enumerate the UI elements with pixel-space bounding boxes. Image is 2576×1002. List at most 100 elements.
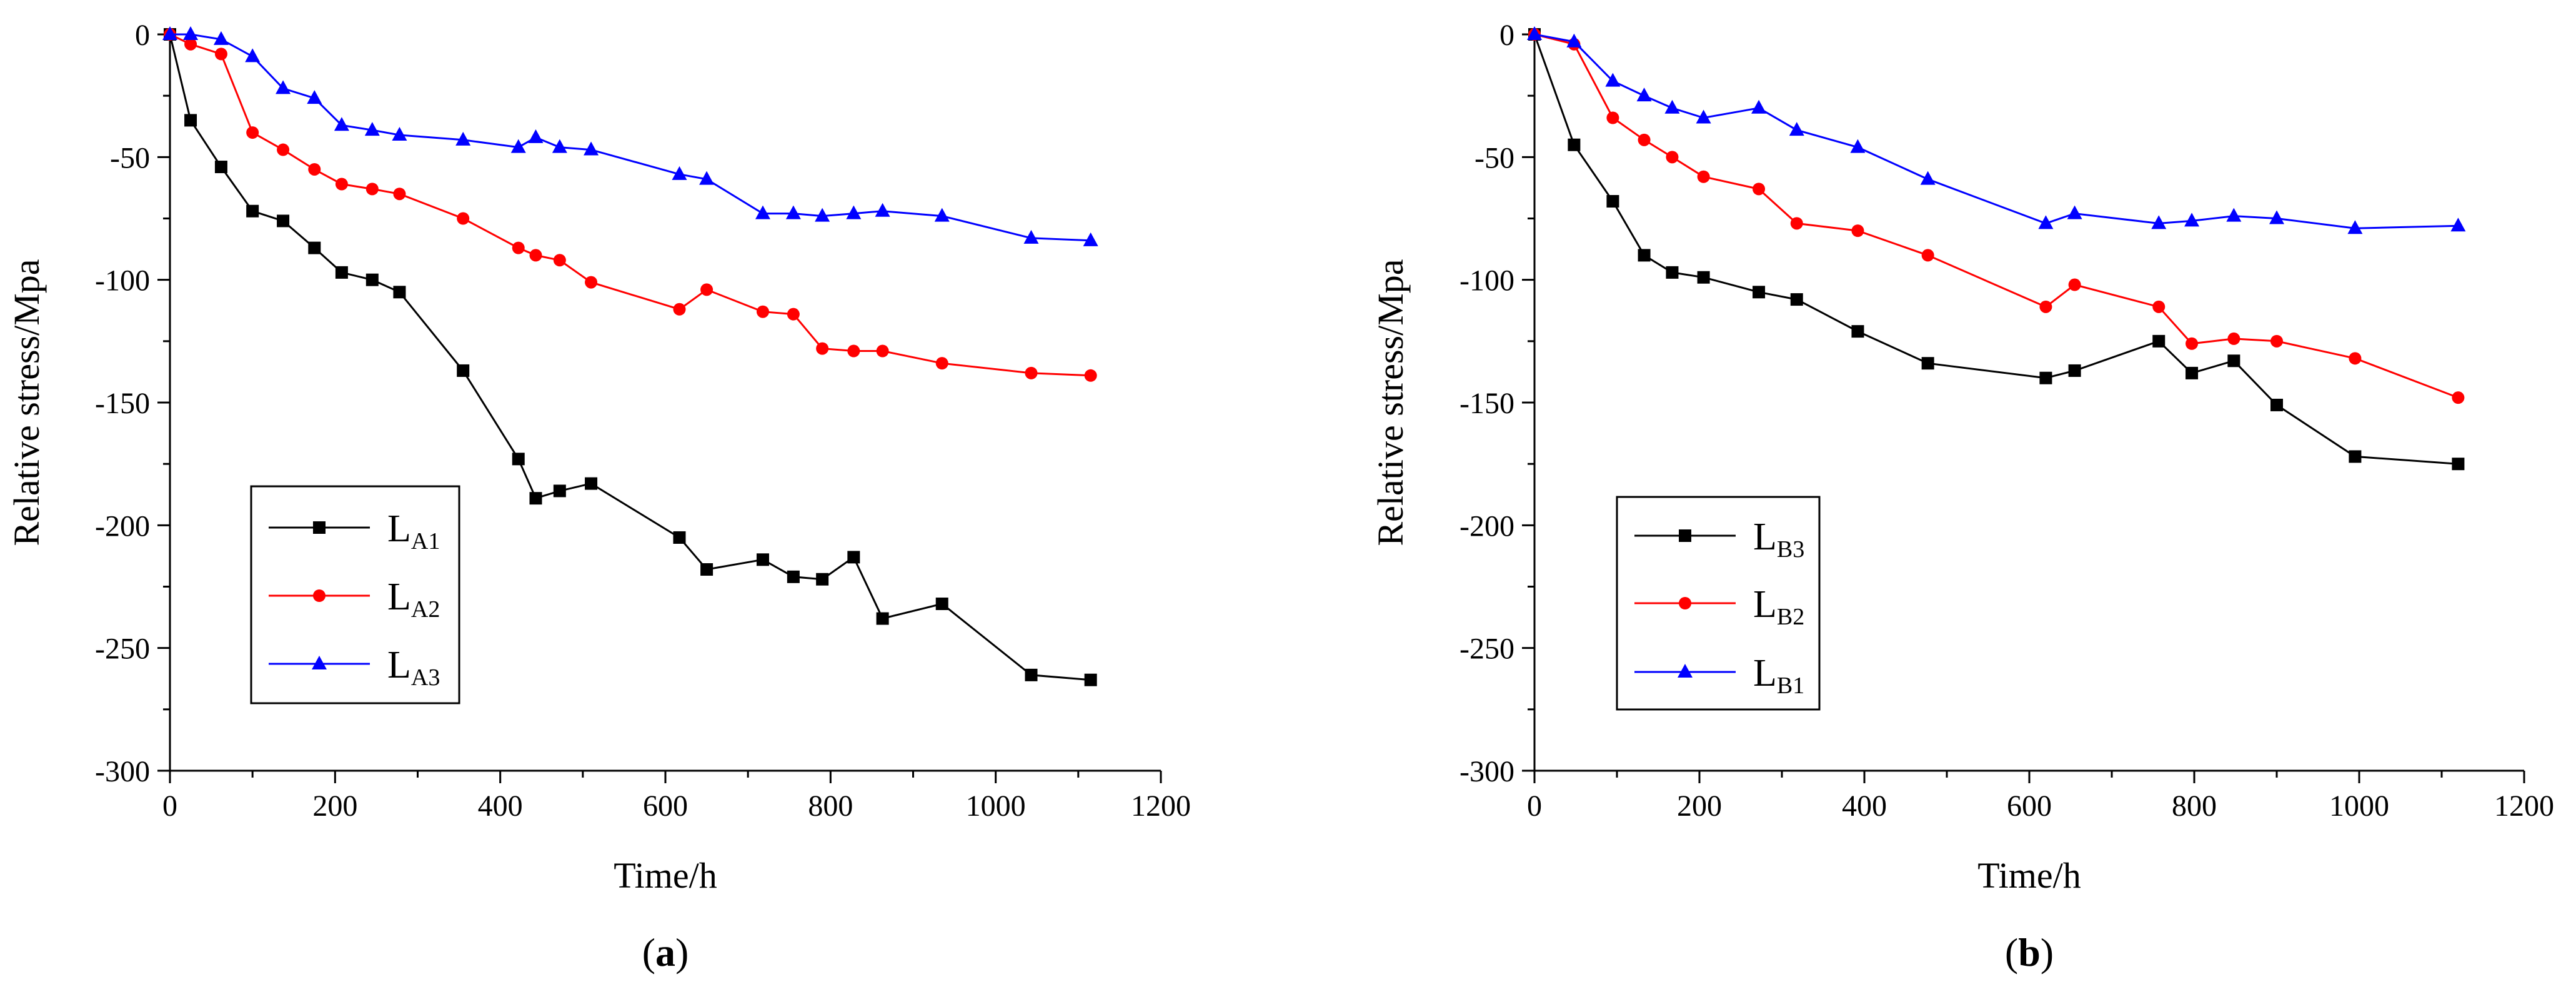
y-tick-label: -50	[110, 141, 150, 174]
data-point-LB1	[2226, 208, 2242, 222]
legend-marker-LB1	[1678, 664, 1693, 678]
data-point-LB1	[1920, 171, 1936, 185]
x-tick-label: 600	[2007, 789, 2052, 823]
data-point-LA1	[816, 573, 829, 586]
data-point-LB1	[2151, 215, 2167, 229]
data-point-LA3	[528, 129, 544, 143]
y-tick-label: 0	[135, 19, 150, 52]
data-point-LA3	[934, 208, 950, 222]
series-LA3	[162, 26, 1098, 246]
legend-marker-LB3	[1679, 529, 1691, 542]
data-point-LA3	[162, 26, 177, 40]
legend-label-sub: B3	[1777, 536, 1804, 563]
data-point-LA1	[935, 597, 948, 610]
data-point-LB1	[1605, 73, 1621, 87]
legend-label-LB3: LB3	[1753, 516, 1804, 563]
data-point-LB3	[2452, 458, 2465, 471]
data-point-LB2	[1921, 249, 1934, 262]
data-point-LA2	[366, 183, 379, 196]
legend-label-LB1: LB1	[1753, 652, 1804, 699]
data-point-LB2	[1851, 224, 1864, 238]
y-tick-label: -100	[95, 264, 150, 298]
data-point-LA1	[335, 266, 348, 279]
data-point-LB1	[1751, 99, 1767, 114]
data-point-LB3	[1666, 266, 1679, 279]
y-tick-label: -200	[95, 509, 150, 543]
x-tick-label: 200	[1677, 789, 1722, 823]
data-point-LA3	[183, 26, 199, 40]
data-point-LB3	[2186, 366, 2199, 379]
y-axis-title: Relative stress/Mpa	[6, 259, 47, 546]
y-tick-label: -50	[1474, 141, 1514, 174]
data-point-LB2	[2452, 391, 2465, 404]
data-point-LB3	[1606, 195, 1619, 208]
data-point-LB3	[2152, 334, 2166, 348]
data-point-LA2	[214, 48, 227, 61]
y-tick-label: -250	[1460, 633, 1514, 666]
y-tick-label: -300	[95, 755, 150, 788]
x-tick-label: 400	[478, 789, 523, 823]
data-point-LA1	[700, 563, 714, 576]
data-point-LA1	[277, 214, 290, 228]
data-point-LB1	[1566, 33, 1582, 48]
x-tick-label: 1200	[2494, 789, 2554, 823]
data-point-LB2	[2186, 337, 2199, 350]
panel-label: (b)	[2005, 930, 2054, 974]
series-line-LB2	[1534, 33, 2459, 399]
data-point-LA2	[553, 254, 566, 267]
legend-label-sub: A1	[411, 528, 440, 554]
data-point-LB1	[1664, 99, 1680, 114]
data-point-LA2	[1025, 366, 1038, 379]
legend-label-LB2: LB2	[1753, 583, 1804, 630]
data-point-LB1	[2038, 215, 2054, 229]
data-point-LA3	[785, 205, 801, 219]
data-point-LB1	[1527, 26, 1542, 40]
legend-label-main: L	[1753, 516, 1777, 558]
data-point-LB1	[1850, 139, 1866, 153]
data-point-LA2	[585, 276, 598, 289]
legend-label-sub: A2	[411, 596, 440, 623]
y-tick-label: -150	[1460, 387, 1514, 420]
data-point-LA2	[246, 126, 259, 139]
data-point-LB2	[1666, 151, 1679, 164]
y-tick-label: -200	[1460, 509, 1514, 543]
data-point-LA2	[512, 241, 525, 254]
data-point-LA2	[673, 303, 686, 316]
legend-label-main: L	[387, 508, 411, 550]
x-tick-label: 800	[808, 789, 853, 823]
data-point-LB2	[2068, 278, 2081, 291]
data-point-LA2	[935, 357, 948, 370]
series-line-LA3	[170, 33, 1091, 242]
data-point-LA3	[552, 139, 567, 153]
data-point-LA3	[755, 205, 770, 219]
data-point-LA1	[457, 364, 470, 377]
data-point-LA1	[214, 161, 227, 174]
data-point-LA3	[584, 141, 599, 156]
data-point-LB3	[2039, 371, 2052, 384]
data-point-LA1	[1084, 673, 1097, 686]
legend-label-sub: B2	[1777, 604, 1804, 630]
series-LB2	[1528, 28, 2465, 404]
x-tick-label: 1200	[1131, 789, 1191, 823]
data-point-LB2	[1697, 170, 1710, 183]
data-point-LA1	[393, 286, 406, 299]
legend-label-LA3: LA3	[387, 644, 440, 691]
data-point-LA1	[308, 241, 321, 254]
x-tick-label: 600	[643, 789, 688, 823]
data-point-LA3	[455, 131, 471, 146]
data-point-LB3	[2227, 354, 2240, 368]
series-line-LB1	[1534, 33, 2459, 229]
legend-label-main: L	[1753, 652, 1777, 694]
data-point-LA3	[815, 208, 830, 222]
y-tick-label: -300	[1460, 755, 1514, 788]
data-point-LA1	[1025, 668, 1038, 681]
data-point-LB2	[1753, 183, 1766, 196]
x-tick-label: 0	[1527, 789, 1542, 823]
series-LB1	[1527, 26, 2466, 234]
data-point-LB2	[2227, 332, 2240, 345]
legend-marker-LA1	[313, 521, 326, 534]
y-tick-label: -250	[95, 633, 150, 666]
x-tick-label: 200	[312, 789, 357, 823]
data-point-LB3	[2068, 364, 2081, 377]
